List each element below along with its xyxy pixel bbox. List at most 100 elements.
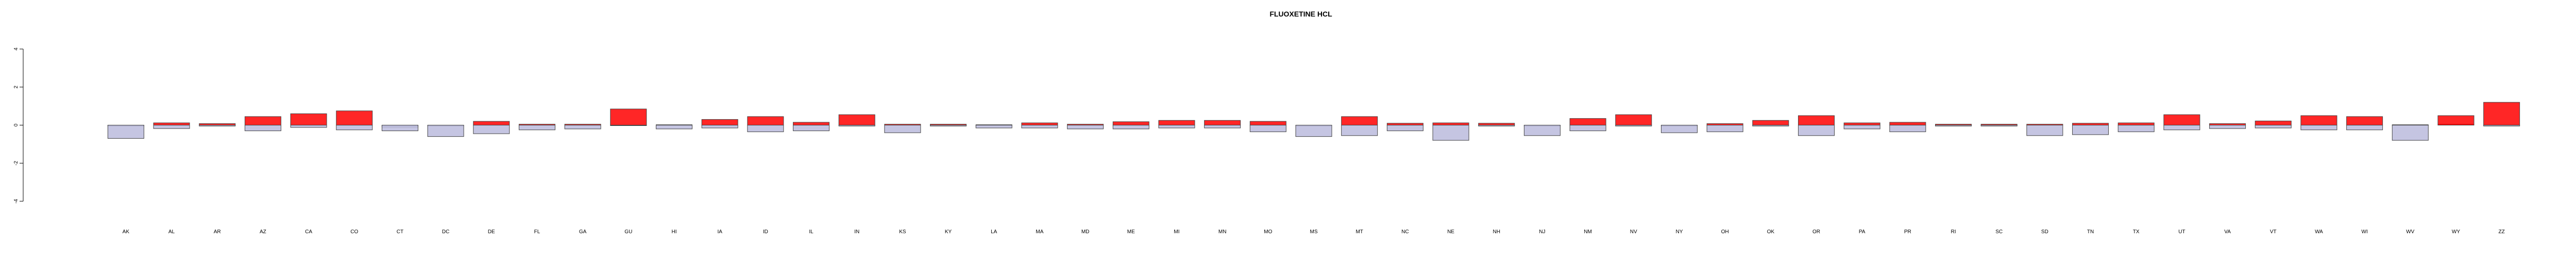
bar-mt-b bbox=[1341, 125, 1378, 136]
bar-wi-b bbox=[2346, 125, 2383, 131]
bar-id-a bbox=[747, 116, 784, 125]
bar-va-b bbox=[2209, 125, 2246, 129]
bar-ok-b bbox=[1752, 125, 1789, 126]
bar-in-a bbox=[838, 114, 875, 125]
x-axis-labels: AK AL AR AZ CA CO CT DC DE FL GA GU HI IA ID IL IN KS KY LA… bbox=[123, 229, 2505, 235]
bar-mn-a bbox=[1204, 120, 1241, 125]
bar-mo-b bbox=[1249, 125, 1286, 132]
x-tick-label: NM bbox=[1584, 229, 1592, 235]
x-tick-label: GU bbox=[624, 229, 632, 235]
bar-pr-b bbox=[1889, 125, 1926, 132]
x-tick-label: MS bbox=[1310, 229, 1318, 235]
bar-de-a bbox=[473, 121, 510, 125]
bar-ky-b bbox=[930, 125, 967, 126]
x-tick-label: RI bbox=[1951, 229, 1956, 235]
bar-tn-b bbox=[2072, 125, 2109, 135]
bar-nj-b bbox=[1523, 125, 1561, 136]
bar-wi-a bbox=[2346, 116, 2383, 125]
bar-nc-b bbox=[1386, 125, 1423, 132]
bar-ma-b bbox=[1021, 125, 1058, 128]
x-tick-label: MO bbox=[1264, 229, 1272, 235]
bar-mo-a bbox=[1249, 121, 1286, 125]
x-tick-label: OR bbox=[1812, 229, 1820, 235]
bar-ne-a bbox=[1432, 122, 1469, 125]
bar-nm-a bbox=[1569, 118, 1606, 125]
x-tick-label: WI bbox=[2362, 229, 2368, 235]
x-tick-label: DC bbox=[442, 229, 449, 235]
x-tick-label: NE bbox=[1447, 229, 1454, 235]
bar-or-b bbox=[1798, 125, 1835, 136]
bar-or-a bbox=[1798, 115, 1835, 125]
bar-wa-b bbox=[2300, 125, 2337, 131]
x-tick-label: KY bbox=[945, 229, 952, 235]
bar-tn-a bbox=[2072, 123, 2109, 125]
x-tick-label: LA bbox=[991, 229, 997, 235]
bar-vt-a bbox=[2255, 120, 2292, 125]
x-tick-label: CO bbox=[350, 229, 358, 235]
bar-dc-b bbox=[427, 125, 464, 137]
bar-vt-b bbox=[2255, 125, 2292, 128]
x-tick-label: VA bbox=[2224, 229, 2231, 235]
x-tick-label: TX bbox=[2133, 229, 2140, 235]
bar-ma-a bbox=[1021, 122, 1058, 125]
bar-nh-a bbox=[1478, 123, 1515, 125]
x-tick-label: SD bbox=[2041, 229, 2048, 235]
bar-ny-b bbox=[1660, 125, 1698, 133]
bar-ia-b bbox=[701, 125, 738, 128]
bar-nv-a bbox=[1615, 114, 1652, 125]
bar-sc-b bbox=[1980, 125, 2018, 126]
bar-ca-a bbox=[290, 113, 327, 125]
bar-az-b bbox=[244, 125, 281, 132]
bar-hi-b bbox=[655, 125, 692, 130]
bar-il-b bbox=[793, 125, 830, 132]
y-tick-label: 0 bbox=[13, 123, 19, 126]
x-tick-label: AL bbox=[168, 229, 175, 235]
x-tick-label: ME bbox=[1127, 229, 1135, 235]
bar-ct-b bbox=[381, 125, 418, 132]
bar-zz-a bbox=[2483, 102, 2520, 125]
x-tick-label: UT bbox=[2178, 229, 2185, 235]
bar-gu-b bbox=[610, 108, 647, 125]
bar-ca-b bbox=[290, 125, 327, 128]
y-tick-label: 4 bbox=[13, 47, 19, 51]
x-tick-label: IN bbox=[854, 229, 859, 235]
bar-nv-b bbox=[1615, 125, 1652, 126]
bar-ga-b bbox=[564, 125, 601, 130]
x-tick-label: CT bbox=[397, 229, 403, 235]
x-tick-label: MA bbox=[1036, 229, 1043, 235]
bar-ut-a bbox=[2163, 114, 2200, 125]
bar-nm-b bbox=[1569, 125, 1606, 132]
bar-ak-b bbox=[107, 125, 144, 139]
bar-co-a bbox=[336, 110, 373, 125]
bar-pa-b bbox=[1843, 125, 1880, 130]
bar-de-b bbox=[473, 125, 510, 134]
y-axis: -4 -2 0 2 4 bbox=[13, 47, 24, 203]
bar-ar-b bbox=[199, 125, 236, 126]
x-tick-label: DE bbox=[488, 229, 495, 235]
x-tick-label: OH bbox=[1721, 229, 1729, 235]
bar-me-a bbox=[1112, 121, 1149, 126]
chart-title: FLUOXETINE HCL bbox=[1269, 10, 1332, 18]
x-tick-label: IA bbox=[717, 229, 722, 235]
x-tick-label: AR bbox=[214, 229, 221, 235]
bar-fl-b bbox=[518, 125, 555, 131]
x-tick-label: ID bbox=[763, 229, 768, 235]
bar-ms-b bbox=[1295, 125, 1332, 137]
bar-me-b bbox=[1112, 125, 1149, 130]
x-tick-label: NJ bbox=[1539, 229, 1545, 235]
bar-pr-a bbox=[1889, 122, 1926, 125]
bar-nc-a bbox=[1386, 123, 1423, 125]
x-tick-label: SC bbox=[1995, 229, 2003, 235]
bar-la-b bbox=[975, 125, 1012, 128]
x-tick-label: NH bbox=[1493, 229, 1500, 235]
bar-nh-b bbox=[1478, 125, 1515, 126]
x-tick-label: OK bbox=[1767, 229, 1775, 235]
bar-ri-b bbox=[1935, 125, 1972, 126]
bar-ne-b bbox=[1432, 125, 1469, 141]
x-tick-label: IL bbox=[809, 229, 814, 235]
x-tick-label: NY bbox=[1675, 229, 1683, 235]
x-tick-label: WY bbox=[2452, 229, 2460, 235]
x-tick-label: NC bbox=[1401, 229, 1409, 235]
bar-wa-a bbox=[2300, 115, 2337, 125]
